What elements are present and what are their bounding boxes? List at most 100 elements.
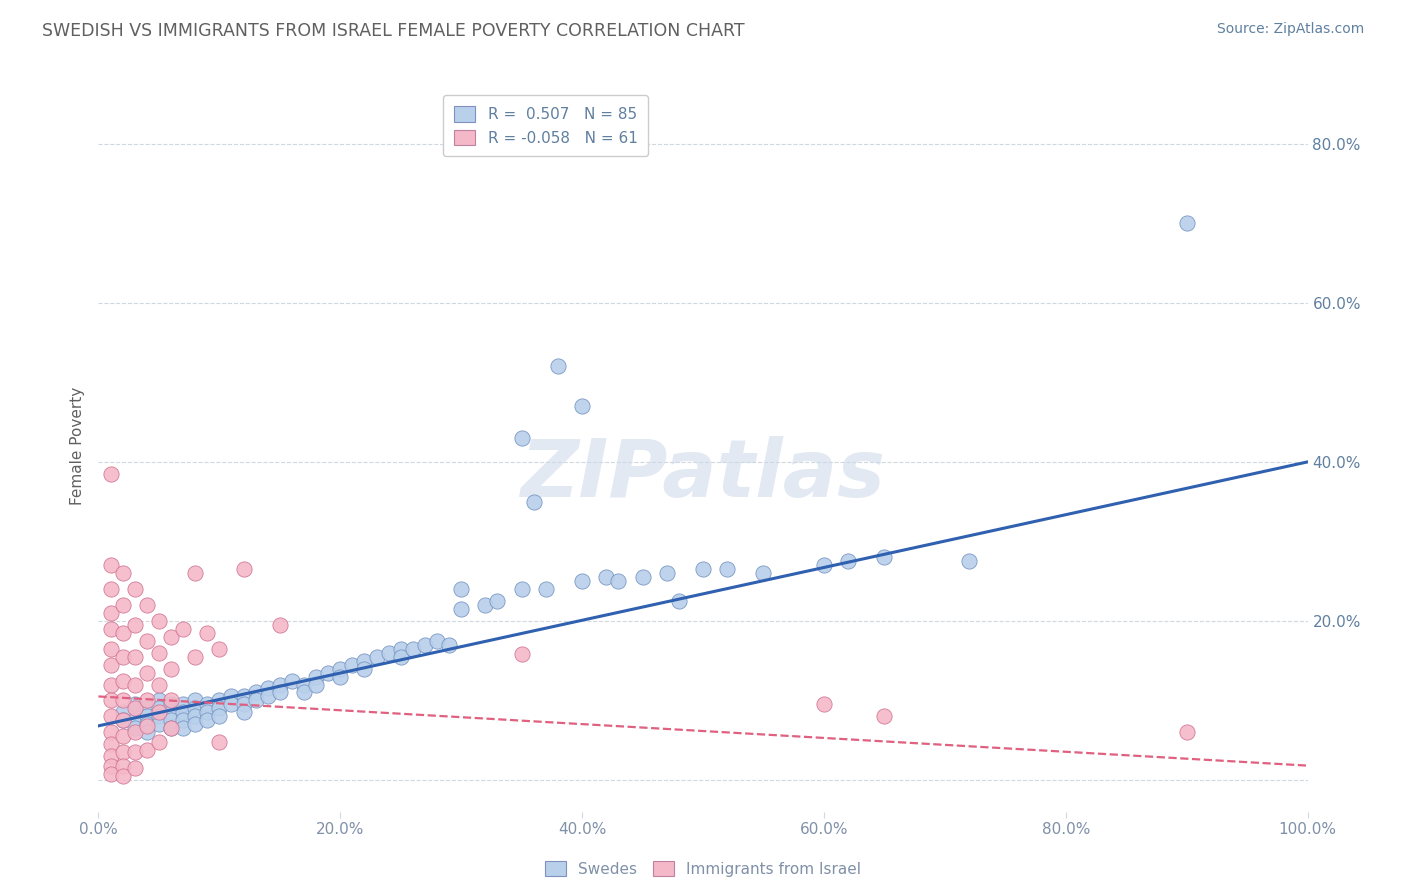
Point [100, 737, 122, 751]
Point [148, 706, 170, 720]
Point [232, 562, 254, 576]
Point [389, 649, 412, 664]
Point [111, 714, 134, 728]
Point [135, 709, 157, 723]
Point [1175, 216, 1198, 230]
Point [100, 758, 122, 772]
Point [135, 693, 157, 707]
Point [124, 677, 146, 691]
Point [111, 598, 134, 612]
Point [873, 550, 896, 565]
Point [124, 725, 146, 739]
Point [450, 602, 472, 616]
Point [668, 594, 690, 608]
Point [100, 606, 122, 620]
Point [100, 677, 122, 691]
Point [148, 614, 170, 628]
Point [256, 681, 278, 696]
Point [426, 633, 449, 648]
Point [135, 598, 157, 612]
Point [111, 706, 134, 720]
Point [135, 719, 157, 733]
Point [124, 721, 146, 735]
Point [486, 594, 509, 608]
Point [100, 709, 122, 723]
Point [245, 693, 267, 707]
Point [474, 598, 496, 612]
Point [655, 566, 678, 581]
Point [100, 766, 122, 780]
Point [437, 638, 460, 652]
Point [184, 717, 207, 731]
Point [292, 685, 315, 699]
Point [547, 359, 569, 374]
Point [124, 649, 146, 664]
Point [111, 729, 134, 743]
Point [208, 693, 231, 707]
Point [1175, 725, 1198, 739]
Point [184, 693, 207, 707]
Point [837, 554, 859, 568]
Text: SWEDISH VS IMMIGRANTS FROM ISRAEL FEMALE POVERTY CORRELATION CHART: SWEDISH VS IMMIGRANTS FROM ISRAEL FEMALE… [42, 22, 745, 40]
Point [111, 566, 134, 581]
Point [160, 721, 183, 735]
Point [135, 701, 157, 715]
Point [366, 649, 388, 664]
Point [281, 673, 304, 688]
Y-axis label: Female Poverty: Female Poverty [70, 387, 86, 505]
Point [377, 646, 399, 660]
Point [232, 698, 254, 712]
Point [124, 745, 146, 759]
Point [195, 698, 218, 712]
Point [595, 570, 617, 584]
Point [135, 633, 157, 648]
Point [402, 641, 425, 656]
Point [329, 669, 352, 683]
Point [342, 657, 364, 672]
Point [450, 582, 472, 596]
Point [124, 698, 146, 712]
Point [148, 709, 170, 723]
Point [172, 698, 194, 712]
Point [195, 706, 218, 720]
Point [148, 677, 170, 691]
Point [329, 662, 352, 676]
Point [221, 690, 243, 704]
Point [160, 693, 183, 707]
Point [124, 701, 146, 715]
Point [208, 701, 231, 715]
Point [607, 574, 630, 589]
Point [100, 749, 122, 764]
Point [245, 685, 267, 699]
Point [172, 721, 194, 735]
Point [135, 717, 157, 731]
Point [100, 657, 122, 672]
Point [256, 690, 278, 704]
Point [124, 761, 146, 775]
Point [111, 649, 134, 664]
Point [160, 714, 183, 728]
Point [111, 758, 134, 772]
Legend: R =  0.507   N = 85, R = -0.058   N = 61: R = 0.507 N = 85, R = -0.058 N = 61 [443, 95, 648, 156]
Point [184, 566, 207, 581]
Point [124, 714, 146, 728]
Point [148, 717, 170, 731]
Point [631, 570, 654, 584]
Point [221, 698, 243, 712]
Point [195, 714, 218, 728]
Point [208, 641, 231, 656]
Point [160, 698, 183, 712]
Point [100, 558, 122, 573]
Point [111, 693, 134, 707]
Point [100, 641, 122, 656]
Legend: Swedes, Immigrants from Israel: Swedes, Immigrants from Israel [537, 853, 869, 884]
Point [523, 494, 546, 508]
Point [160, 721, 183, 735]
Point [111, 673, 134, 688]
Point [111, 714, 134, 728]
Point [873, 709, 896, 723]
Point [208, 735, 231, 749]
Point [316, 665, 339, 680]
Point [135, 742, 157, 756]
Point [232, 690, 254, 704]
